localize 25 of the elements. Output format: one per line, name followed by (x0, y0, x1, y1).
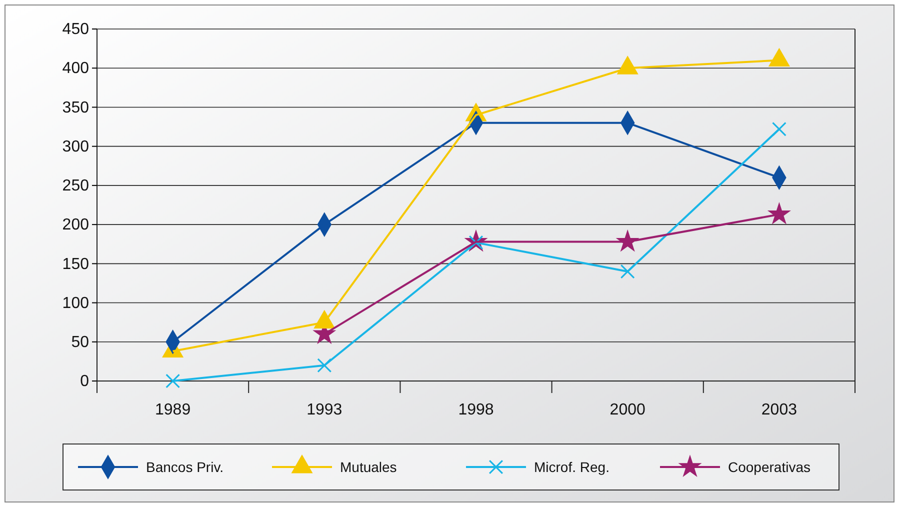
legend-label: Cooperativas (728, 459, 810, 475)
y-tick-label: 50 (71, 334, 90, 352)
y-tick-label: 300 (62, 138, 90, 156)
point (768, 203, 790, 224)
point (768, 48, 790, 67)
x-tick-label: 2000 (610, 401, 646, 418)
x-tick-label: 1993 (306, 401, 342, 418)
y-tick-label: 100 (62, 294, 90, 312)
legend-label: Mutuales (340, 459, 397, 475)
x-tick-label: 1998 (458, 401, 494, 418)
point (772, 122, 786, 136)
y-tick-label: 250 (62, 178, 90, 195)
legend-label: Microf. Reg. (534, 459, 610, 475)
x-tick-label: 2003 (761, 401, 798, 418)
y-tick-label: 200 (62, 216, 90, 234)
y-tick-label: 400 (62, 60, 90, 78)
y-tick-label: 450 (62, 21, 90, 38)
y-tick-label: 0 (80, 373, 90, 390)
point (317, 358, 332, 373)
y-tick-label: 150 (62, 256, 90, 273)
legend-label: Bancos Priv. (146, 459, 224, 475)
point (620, 264, 635, 279)
point (166, 374, 180, 388)
y-tick-label: 350 (62, 99, 90, 116)
x-tick-label: 1989 (155, 401, 191, 418)
